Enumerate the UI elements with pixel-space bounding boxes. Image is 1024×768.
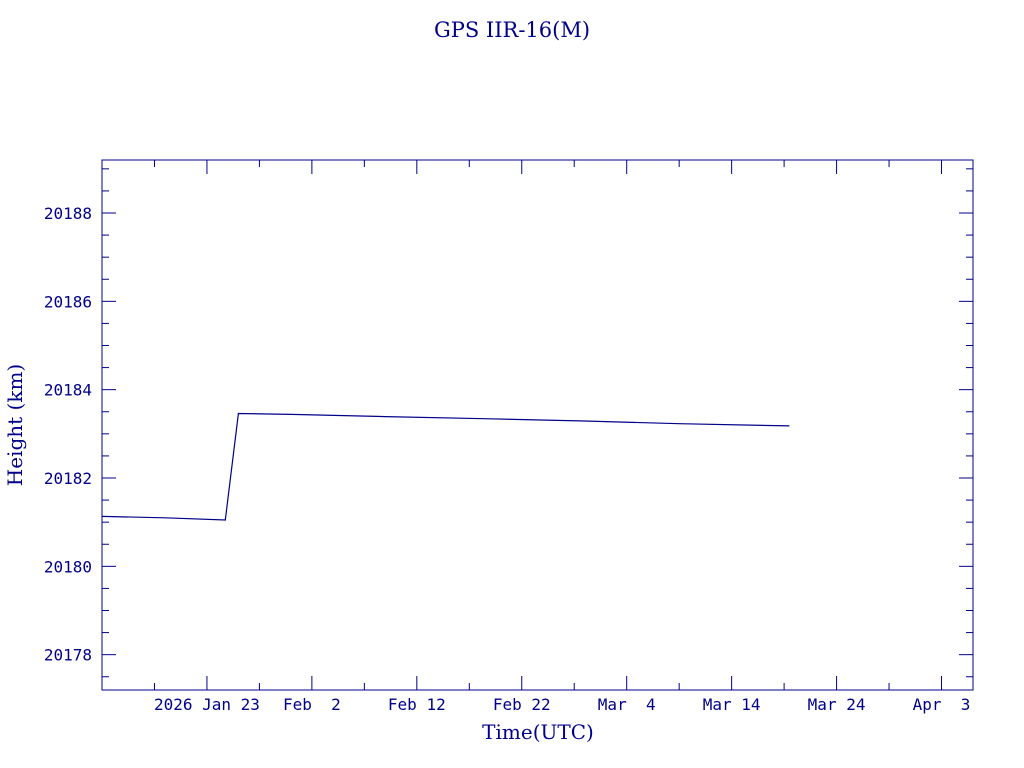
x-tick-label: Feb 12	[388, 695, 446, 714]
x-tick-label: 2026 Jan 23	[154, 695, 260, 714]
x-tick-label: Feb 22	[493, 695, 551, 714]
y-tick-label: 20184	[44, 381, 92, 400]
plot-frame	[101, 159, 974, 691]
x-tick-label: Feb 2	[283, 695, 341, 714]
x-axis-label: Time(UTC)	[482, 720, 594, 744]
x-tick-label: Apr 3	[913, 695, 971, 714]
y-tick-label: 20180	[44, 557, 92, 576]
y-tick-label: 20186	[44, 292, 92, 311]
x-axis: 2026 Jan 23 Feb 2 Feb 12 Feb 22 Mar 4 Mar 14 M…	[154, 160, 970, 714]
x-tick-label: Mar 24	[808, 695, 866, 714]
chart-title: GPS IIR-16(M)	[434, 18, 590, 42]
y-tick-label: 20182	[44, 469, 92, 488]
y-tick-label: 20188	[44, 204, 92, 223]
y-axis-label: Height (km)	[3, 364, 27, 486]
height-series-line	[101, 412, 790, 521]
y-axis: 20178 20180 20182 20184 20186 20188	[44, 168, 973, 678]
x-tick-label: Mar 14	[703, 695, 761, 714]
y-tick-label: 20178	[44, 646, 92, 665]
x-tick-label: Mar 4	[598, 695, 656, 714]
